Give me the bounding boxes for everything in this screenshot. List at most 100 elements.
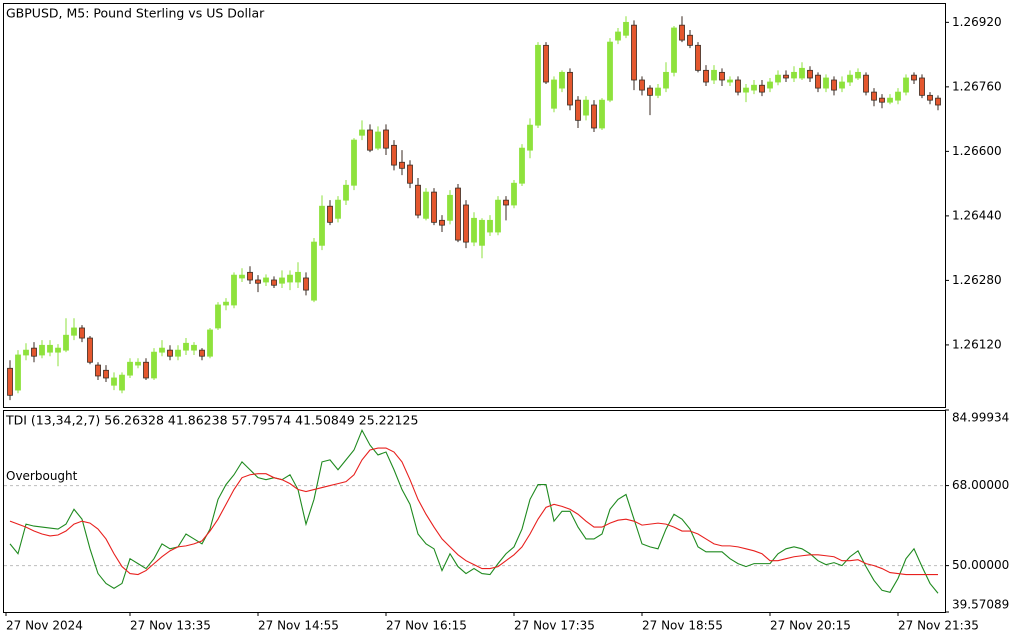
candle-body bbox=[503, 199, 509, 206]
candle-body bbox=[847, 74, 853, 83]
candle-body bbox=[47, 344, 53, 353]
y-tick-label: 1.26440 bbox=[952, 208, 1002, 222]
candle-body bbox=[631, 24, 637, 81]
candle-body bbox=[879, 97, 885, 103]
candle-body bbox=[231, 274, 237, 306]
indicator-line bbox=[9, 447, 938, 576]
panel-title: GBPUSD, M5: Pound Sterling vs US Dollar bbox=[6, 6, 265, 21]
candle-body bbox=[527, 124, 533, 151]
candle-body bbox=[767, 81, 773, 89]
candle-body bbox=[783, 74, 789, 79]
candle-body bbox=[911, 74, 917, 81]
candle-body bbox=[367, 129, 373, 151]
candle-body bbox=[431, 191, 437, 223]
candle-body bbox=[175, 349, 181, 357]
x-tick-label: 27 Nov 17:35 bbox=[514, 619, 595, 633]
candle-body bbox=[79, 327, 85, 339]
candle-body bbox=[255, 279, 261, 284]
candle-body bbox=[551, 79, 557, 109]
candle-body bbox=[703, 69, 709, 83]
candle-body bbox=[15, 354, 21, 391]
candle-body bbox=[679, 24, 685, 41]
candle-body bbox=[135, 361, 141, 366]
y-tick-label: 1.26920 bbox=[952, 15, 1002, 29]
candle-body bbox=[823, 77, 829, 89]
candle-body bbox=[191, 344, 197, 351]
candle-body bbox=[863, 74, 869, 93]
candle-body bbox=[111, 377, 117, 386]
candle-body bbox=[807, 69, 813, 79]
candle-body bbox=[55, 347, 61, 353]
candle-body bbox=[263, 277, 269, 283]
candle-body bbox=[167, 349, 173, 357]
candle-body bbox=[319, 205, 325, 246]
candle-body bbox=[831, 79, 837, 91]
candle-body bbox=[615, 31, 621, 41]
candle-body bbox=[575, 99, 581, 121]
candle-body bbox=[711, 69, 717, 81]
x-tick-label: 27 Nov 20:15 bbox=[770, 619, 851, 633]
candle-body bbox=[127, 361, 133, 376]
indicator-panel bbox=[3, 410, 946, 613]
candle-body bbox=[447, 194, 453, 221]
y-tick-label: 39.57089 bbox=[952, 598, 1009, 612]
y-tick-label: 1.26760 bbox=[952, 79, 1002, 93]
candle-body bbox=[623, 21, 629, 36]
y-tick-label: 1.26600 bbox=[952, 144, 1002, 158]
candle-body bbox=[655, 87, 661, 96]
candle-body bbox=[159, 347, 165, 353]
candle-body bbox=[311, 241, 317, 301]
candle-body bbox=[639, 79, 645, 91]
candle-body bbox=[399, 161, 405, 169]
candle-body bbox=[271, 279, 277, 286]
candle-body bbox=[423, 191, 429, 219]
x-tick-label: 27 Nov 21:35 bbox=[898, 619, 979, 633]
candle-body bbox=[143, 361, 149, 379]
candle-body bbox=[295, 271, 301, 283]
candle-body bbox=[391, 144, 397, 166]
candle-body bbox=[239, 274, 245, 279]
candle-body bbox=[727, 79, 733, 83]
candle-body bbox=[439, 219, 445, 226]
candle-body bbox=[895, 91, 901, 101]
candle-body bbox=[759, 84, 765, 93]
candle-body bbox=[927, 94, 933, 101]
y-tick-label: 50.00000 bbox=[952, 558, 1009, 572]
candle-body bbox=[463, 204, 469, 243]
candle-body bbox=[359, 129, 365, 136]
y-tick-label: 68.00000 bbox=[952, 478, 1009, 492]
x-tick-label: 27 Nov 13:35 bbox=[130, 619, 211, 633]
candle-body bbox=[279, 277, 285, 284]
panel-title: TDI (13,34,2,7) 56.26328 41.86238 57.795… bbox=[5, 413, 418, 428]
candle-body bbox=[567, 71, 573, 106]
candle-body bbox=[591, 104, 597, 129]
candle-body bbox=[815, 74, 821, 89]
candle-body bbox=[607, 41, 613, 101]
candle-body bbox=[23, 349, 29, 356]
x-tick-label: 27 Nov 2024 bbox=[6, 619, 83, 633]
candle-body bbox=[87, 337, 93, 363]
candle-body bbox=[687, 34, 693, 46]
candle-body bbox=[695, 44, 701, 71]
candle-body bbox=[935, 97, 941, 106]
candle-body bbox=[63, 334, 69, 351]
candle-body bbox=[791, 71, 797, 79]
candle-body bbox=[671, 27, 677, 73]
candle-body bbox=[71, 327, 77, 336]
y-tick-label: 1.26120 bbox=[952, 337, 1002, 351]
candle-body bbox=[663, 71, 669, 89]
candle-body bbox=[95, 364, 101, 377]
candle-body bbox=[103, 369, 109, 379]
candle-body bbox=[375, 131, 381, 149]
candle-body bbox=[735, 79, 741, 93]
candle-body bbox=[487, 219, 493, 233]
candle-body bbox=[471, 217, 477, 243]
candle-body bbox=[199, 349, 205, 357]
candle-body bbox=[519, 147, 525, 184]
indicator-line bbox=[9, 428, 939, 594]
candle-body bbox=[743, 87, 749, 93]
candle-body bbox=[247, 271, 253, 281]
x-tick-label: 27 Nov 14:55 bbox=[258, 619, 339, 633]
